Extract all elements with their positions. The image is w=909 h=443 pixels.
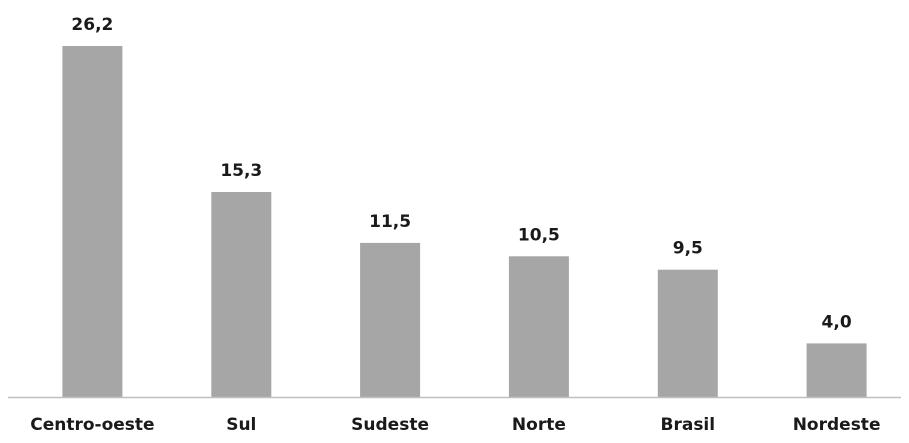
bar-sudeste	[360, 242, 421, 397]
data-labels-layer: 26,2 15,3 11,5 10,5 9,5 4,0	[71, 15, 851, 332]
bar-norte	[508, 256, 569, 397]
data-label-nordeste: 4,0	[822, 312, 852, 332]
x-tick-label-sudeste: Sudeste	[351, 415, 429, 435]
x-tick-labels-layer: Centro-oeste Sul Sudeste Norte Brasil Nordest…	[30, 415, 880, 435]
x-tick-label-norte: Norte	[512, 415, 566, 435]
bar-sul	[211, 192, 272, 397]
bar-brasil	[657, 269, 718, 397]
data-label-brasil: 9,5	[673, 239, 703, 259]
x-tick-label-centro-oeste: Centro-oeste	[30, 415, 154, 435]
x-tick-label-brasil: Brasil	[661, 415, 716, 435]
bar-centro-oeste	[62, 46, 123, 397]
data-label-norte: 10,5	[518, 225, 560, 245]
bars-layer	[62, 46, 867, 397]
data-label-sudeste: 11,5	[369, 212, 411, 232]
bar-nordeste	[806, 343, 867, 397]
x-tick-label-nordeste: Nordeste	[793, 415, 881, 435]
data-label-sul: 15,3	[220, 161, 262, 181]
x-tick-label-sul: Sul	[226, 415, 256, 435]
data-label-centro-oeste: 26,2	[71, 15, 113, 35]
